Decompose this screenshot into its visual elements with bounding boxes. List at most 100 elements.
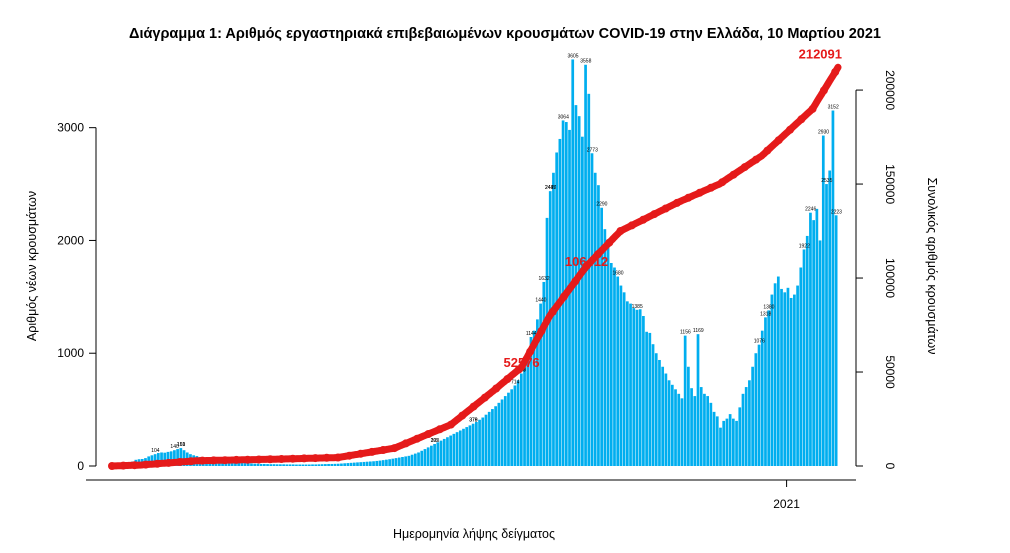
bar-label: 2445 xyxy=(545,185,556,191)
bar xyxy=(745,387,748,466)
bar-label: 2290 xyxy=(596,202,607,208)
right-tick-label: 50000 xyxy=(883,355,897,389)
bar xyxy=(427,447,430,466)
y2-axis-label: Συνολικός αριθμός κρουσμάτων xyxy=(925,178,939,355)
cumulative-point xyxy=(278,455,286,463)
bar xyxy=(282,464,285,466)
bar xyxy=(433,444,436,466)
bar xyxy=(420,451,423,466)
bar xyxy=(552,173,555,466)
bar-label: 3064 xyxy=(558,114,569,120)
cumulative-point xyxy=(696,189,704,197)
bar xyxy=(674,389,677,466)
bar xyxy=(771,295,774,466)
cumulative-point xyxy=(436,425,444,433)
cumulative-point xyxy=(424,430,432,438)
bar xyxy=(706,396,709,466)
cumulative-point xyxy=(628,221,636,229)
cumulative-point xyxy=(447,421,455,429)
bar xyxy=(408,456,411,466)
bar-label: 2930 xyxy=(818,130,829,136)
bar xyxy=(321,464,324,466)
bar xyxy=(761,331,764,466)
chart-title: Διάγραμμα 1: Αριθμός εργαστηριακά επιβεβ… xyxy=(129,26,881,42)
bar xyxy=(404,456,407,466)
bar xyxy=(690,388,693,466)
bar xyxy=(366,462,369,466)
bar-label: 714 xyxy=(511,380,520,386)
bar xyxy=(318,464,321,466)
bar-label: 1385 xyxy=(632,304,643,310)
bar xyxy=(414,454,417,466)
bar-label: 104 xyxy=(151,448,160,454)
bar xyxy=(735,421,738,466)
bar xyxy=(308,465,311,466)
bar xyxy=(305,465,308,466)
bar xyxy=(697,334,700,466)
bar xyxy=(742,394,745,466)
bar-label: 3558 xyxy=(580,59,591,65)
bar xyxy=(581,137,584,466)
bar xyxy=(430,446,433,466)
bar xyxy=(665,374,668,466)
bar-label: 202 xyxy=(431,438,440,444)
cumulative-label: 106412 xyxy=(565,254,608,269)
bar xyxy=(279,464,282,466)
bar xyxy=(379,461,382,466)
cumulative-point xyxy=(707,184,715,192)
bar xyxy=(835,215,838,466)
bar xyxy=(411,455,414,466)
cumulative-point xyxy=(187,457,195,465)
bar xyxy=(507,393,510,466)
cumulative-point xyxy=(775,136,783,144)
bar xyxy=(459,430,462,466)
bar xyxy=(652,344,655,466)
cumulative-point xyxy=(153,460,161,468)
bar xyxy=(546,218,549,466)
cumulative-point xyxy=(323,454,331,462)
bar xyxy=(671,385,674,466)
bar xyxy=(350,463,353,466)
bar xyxy=(478,420,481,466)
bar xyxy=(681,398,684,466)
bar xyxy=(774,283,777,466)
right-tick-label: 0 xyxy=(883,463,897,470)
cumulative-point xyxy=(650,210,658,218)
bar xyxy=(247,463,250,466)
bar-label: 2773 xyxy=(587,147,598,153)
bar xyxy=(469,425,472,466)
bar-label: 1632 xyxy=(539,276,550,282)
bar xyxy=(504,396,507,466)
bar xyxy=(353,463,356,466)
cumulative-point xyxy=(266,455,274,463)
bar xyxy=(356,462,359,466)
bar xyxy=(417,452,420,466)
bar xyxy=(436,442,439,466)
bar xyxy=(639,309,642,466)
bar xyxy=(359,462,362,466)
bar xyxy=(632,308,635,466)
bar xyxy=(687,367,690,466)
bar xyxy=(751,367,754,466)
cumulative-point xyxy=(131,461,139,469)
bar xyxy=(327,464,330,466)
bar xyxy=(266,464,269,466)
bar xyxy=(597,185,600,466)
cumulative-point xyxy=(165,459,173,467)
bar-label: 1922 xyxy=(799,244,810,250)
bar-label: 3152 xyxy=(828,105,839,111)
bar xyxy=(767,310,770,466)
cumulative-label: 212091 xyxy=(799,46,842,61)
bar xyxy=(334,464,337,466)
cumulative-point xyxy=(345,452,353,460)
bar xyxy=(446,437,449,466)
bar xyxy=(620,286,623,466)
bar xyxy=(472,424,475,466)
cumulative-point xyxy=(639,216,647,224)
bar xyxy=(273,464,276,466)
bar xyxy=(260,464,263,466)
bar xyxy=(729,414,732,466)
bar xyxy=(616,277,619,466)
bar-value-labels: 1591612437360535583064277324452535229016… xyxy=(151,53,842,454)
